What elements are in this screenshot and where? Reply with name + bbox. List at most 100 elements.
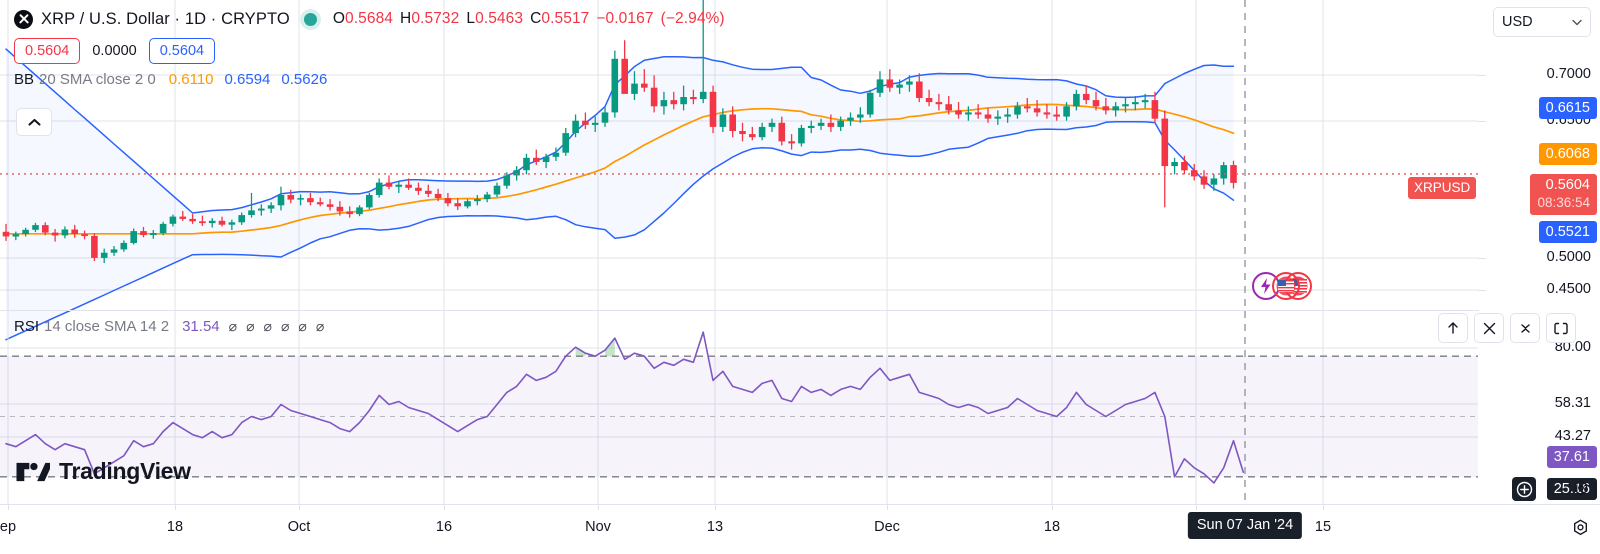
time-tick-mark (1196, 505, 1197, 510)
chart-legend: XRP / U.S. Dollar · 1D · CRYPTO O0.5684 H… (14, 6, 725, 93)
arrow-up-icon (1448, 322, 1458, 334)
time-tick-6: Dec (874, 519, 900, 535)
add-indicator-button[interactable] (1512, 477, 1536, 501)
price-tick-0: 0.7000 (1546, 66, 1591, 82)
gear-icon (1574, 480, 1588, 496)
move-pane-up-button[interactable] (1438, 313, 1468, 343)
pane-controls[interactable] (1438, 313, 1576, 343)
time-tick-3: 16 (435, 519, 453, 535)
ticker-flag[interactable]: XRPUSD (1408, 177, 1477, 199)
time-tick-0: ep (0, 519, 17, 535)
us-flag-event-icon (1272, 272, 1300, 300)
rsi-value-badge[interactable]: 37.61 (1546, 446, 1597, 468)
ohlc-low-label: L (466, 10, 476, 27)
bb-indicator-legend[interactable]: BB 20 SMA close 2 0 0.6110 0.6594 0.5626 (14, 71, 725, 93)
time-tick-mark (444, 505, 445, 510)
currency-value: USD (1502, 14, 1533, 30)
ohlc-low-value: 0.5463 (475, 10, 524, 27)
ohlc-change: −0.0167 (596, 10, 654, 27)
ohlc-values: O0.5684 H0.5732 L0.5463 C0.5517 −0.0167 (−2.9… (333, 10, 725, 28)
last-price-badge[interactable]: 0.5604 08:36:54 (1530, 174, 1597, 215)
time-tick-mark (299, 505, 300, 510)
price-tick-3: 0.4500 (1546, 281, 1591, 297)
rsi-na-2: ⌀ (263, 318, 272, 334)
rsi-na-5: ⌀ (315, 318, 325, 334)
ohlc-open-value: 0.5684 (345, 10, 394, 27)
chevrons-collapse-icon (1520, 323, 1530, 333)
bb-basis-badge[interactable]: 0.6068 (1538, 143, 1597, 165)
measure-low-chip[interactable]: 0.5604 (14, 38, 81, 64)
ohlc-close-value: 0.5517 (541, 10, 590, 27)
symbol-header[interactable]: XRP / U.S. Dollar · 1D · CRYPTO O0.5684 H… (14, 6, 725, 32)
time-tick-2: Oct (287, 519, 311, 535)
price-plot (0, 0, 1478, 341)
time-tick-1: 18 (166, 519, 184, 535)
price-tick-2: 0.5000 (1546, 249, 1591, 265)
rsi-params: 14 close SMA 14 2 (44, 318, 170, 335)
price-axis[interactable]: USD 0.7000 0.6500 0.5000 0.4500 0.6615 0.6068… (1408, 0, 1600, 310)
price-tick-mark (1478, 121, 1486, 122)
rsi-indicator-legend[interactable]: RSI 14 close SMA 14 2 31.54 ⌀ ⌀ ⌀ ⌀ ⌀ ⌀ (14, 318, 324, 335)
bb-upper-badge[interactable]: 0.6615 (1538, 97, 1597, 119)
time-tick-mark (887, 505, 888, 510)
bb-params: 20 SMA close 2 0 (39, 71, 156, 88)
rsi-na-1: ⌀ (246, 318, 255, 334)
measure-mid-value: 0.0000 (92, 43, 137, 59)
price-pane[interactable] (0, 0, 1478, 341)
gear-icon (1574, 519, 1587, 536)
rsi-na-0: ⌀ (228, 318, 238, 334)
event-markers[interactable] (1252, 271, 1316, 301)
legend-collapse-button[interactable] (16, 108, 52, 136)
bb-lower-badge[interactable]: 0.5521 (1538, 221, 1597, 243)
rsi-plot (0, 311, 1478, 504)
rsi-na-4: ⌀ (298, 318, 307, 334)
plus-circle-icon (1516, 481, 1532, 497)
maximize-pane-button[interactable] (1546, 313, 1576, 343)
bb-name: BB (14, 71, 35, 88)
time-axis[interactable]: ep18Oct16Nov13Dec182015Sun 07 Jan '24 (0, 504, 1600, 554)
rsi-na-3: ⌀ (280, 318, 290, 334)
price-tick-mark (1478, 75, 1486, 76)
ohlc-high-value: 0.5732 (411, 10, 460, 27)
time-tick-mark (1323, 505, 1324, 510)
bb-basis-value: 0.6110 (168, 71, 214, 88)
rsi-tick-1: 58.31 (1554, 395, 1591, 411)
time-tick-5: 13 (706, 519, 724, 535)
time-tick-mark (715, 505, 716, 510)
last-price-value: 0.5604 (1545, 177, 1590, 193)
crosshair-date-tooltip: Sun 07 Jan '24 (1187, 512, 1303, 539)
ohlc-high-label: H (400, 10, 412, 27)
maximize-icon (1554, 322, 1568, 334)
rsi-name: RSI (14, 318, 40, 335)
rsi-axis-settings-button[interactable] (1571, 478, 1591, 498)
bb-upper-value: 0.6594 (224, 71, 271, 88)
remove-pane-button[interactable] (1474, 313, 1504, 343)
time-tick-mark (598, 505, 599, 510)
rsi-pane[interactable] (0, 311, 1478, 504)
symbol-title[interactable]: XRP / U.S. Dollar · 1D · CRYPTO (41, 9, 290, 28)
bb-lower-value: 0.5626 (281, 71, 328, 88)
ohlc-change-pct: (−2.94%) (660, 10, 725, 27)
bar-countdown: 08:36:54 (1537, 195, 1590, 210)
measure-chips: 0.5604 0.0000 0.5604 (14, 37, 725, 65)
market-open-dot (303, 12, 317, 26)
time-tick-7: 18 (1043, 519, 1061, 535)
pane-divider (0, 310, 1478, 311)
measure-high-chip[interactable]: 0.5604 (148, 38, 216, 64)
chevron-down-icon (1572, 19, 1582, 25)
price-tick-mark (1478, 290, 1486, 291)
tradingview-logo-icon (16, 462, 50, 481)
rsi-tick-0: 80.00 (1554, 339, 1591, 355)
close-x-icon (1483, 322, 1495, 334)
collapse-pane-button[interactable] (1510, 313, 1540, 343)
time-tick-4: Nov (585, 519, 611, 535)
time-axis-settings-button[interactable] (1571, 518, 1591, 538)
xrp-x-icon (14, 9, 33, 29)
time-tick-mark (1052, 505, 1053, 510)
chevron-up-icon (27, 118, 41, 126)
currency-select[interactable]: USD (1493, 7, 1591, 37)
rsi-axis[interactable]: 80.00 58.31 43.27 37.61 25.16 (1478, 311, 1600, 504)
tradingview-watermark: TradingView (16, 458, 191, 485)
ohlc-close-label: C (530, 10, 542, 27)
